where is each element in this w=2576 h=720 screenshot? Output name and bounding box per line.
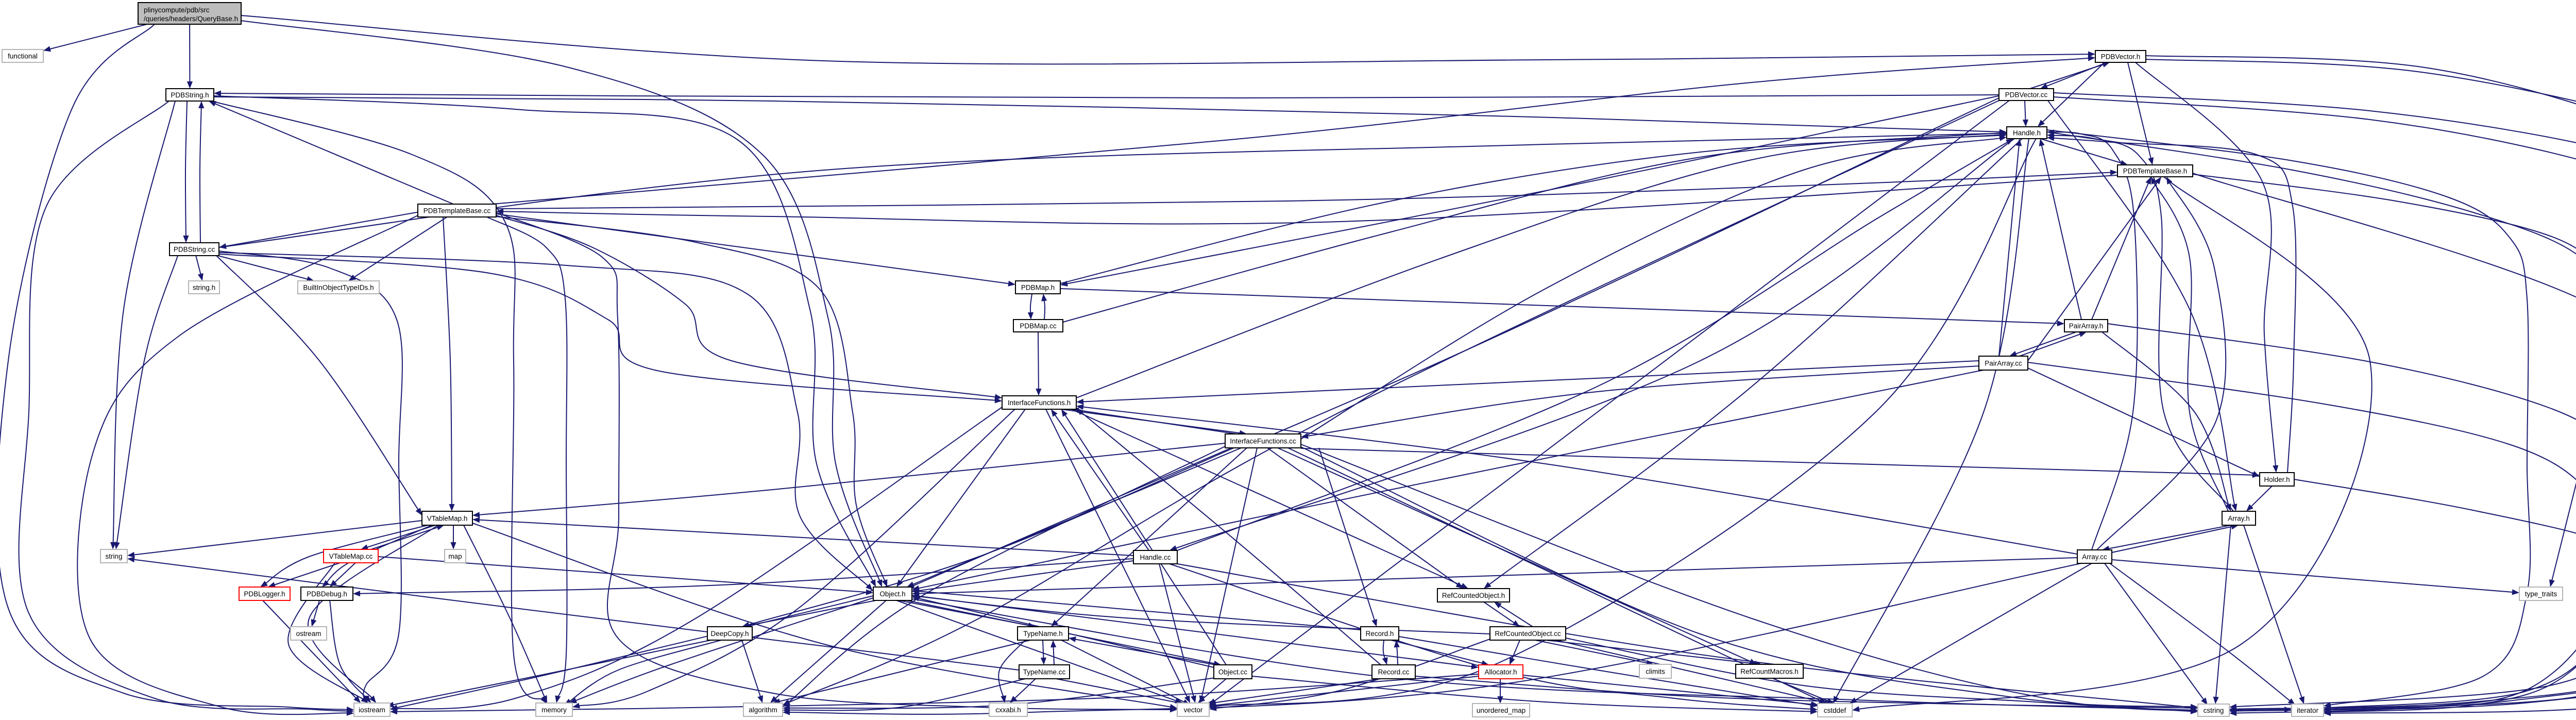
- svg-text:PairArray.h: PairArray.h: [2069, 322, 2104, 330]
- svg-text:cxxabi.h: cxxabi.h: [995, 706, 1021, 714]
- svg-text:PDBDebug.h: PDBDebug.h: [307, 590, 347, 598]
- svg-text:PDBTemplateBase.cc: PDBTemplateBase.cc: [423, 207, 491, 214]
- svg-text:PairArray.cc: PairArray.cc: [1985, 359, 2022, 367]
- svg-text:PDBLogger.h: PDBLogger.h: [244, 590, 285, 598]
- svg-text:string: string: [105, 552, 122, 560]
- svg-text:plinycompute/pdb/src: plinycompute/pdb/src: [144, 6, 210, 14]
- svg-text:cstddef: cstddef: [1824, 707, 1846, 714]
- svg-text:RefCountMacros.h: RefCountMacros.h: [1740, 667, 1799, 675]
- svg-text:iostream: iostream: [359, 706, 385, 714]
- svg-text:InterfaceFunctions.h: InterfaceFunctions.h: [1008, 399, 1071, 407]
- svg-text:map: map: [448, 552, 462, 560]
- svg-text:RefCountedObject.cc: RefCountedObject.cc: [1495, 630, 1561, 638]
- svg-text:DeepCopy.h: DeepCopy.h: [710, 630, 749, 638]
- svg-text:string.h: string.h: [193, 283, 215, 291]
- svg-text:InterfaceFunctions.cc: InterfaceFunctions.cc: [1230, 437, 1296, 445]
- svg-text:PDBMap.h: PDBMap.h: [1021, 283, 1055, 291]
- svg-text:RefCountedObject.h: RefCountedObject.h: [1442, 592, 1505, 599]
- svg-text:PDBVector.h: PDBVector.h: [2101, 53, 2141, 60]
- svg-text:Object.cc: Object.cc: [1218, 668, 1248, 676]
- svg-text:iterator: iterator: [2297, 707, 2319, 714]
- svg-text:/queries/headers/QueryBase.h: /queries/headers/QueryBase.h: [144, 15, 238, 23]
- svg-text:Handle.h: Handle.h: [2013, 129, 2041, 137]
- svg-text:Holder.h: Holder.h: [2264, 476, 2290, 483]
- svg-text:TypeName.h: TypeName.h: [1023, 630, 1063, 638]
- svg-text:PDBMap.cc: PDBMap.cc: [1020, 322, 1057, 330]
- svg-text:Array.cc: Array.cc: [2082, 553, 2107, 561]
- svg-text:BuiltInObjectTypeIDs.h: BuiltInObjectTypeIDs.h: [303, 283, 374, 291]
- svg-text:Record.h: Record.h: [1366, 630, 1394, 638]
- svg-text:PDBString.h: PDBString.h: [171, 91, 209, 99]
- svg-text:Object.h: Object.h: [879, 590, 905, 598]
- svg-text:cstring: cstring: [2204, 707, 2224, 714]
- svg-text:Array.h: Array.h: [2228, 514, 2250, 522]
- svg-text:PDBTemplateBase.h: PDBTemplateBase.h: [2123, 167, 2188, 175]
- svg-text:Handle.cc: Handle.cc: [1140, 554, 1171, 561]
- svg-text:Record.cc: Record.cc: [1378, 668, 1410, 676]
- svg-text:ostream: ostream: [296, 630, 321, 638]
- svg-text:PDBString.cc: PDBString.cc: [174, 245, 215, 253]
- svg-text:Allocator.h: Allocator.h: [1484, 668, 1517, 676]
- svg-text:climits: climits: [1646, 667, 1665, 675]
- svg-text:VTableMap.cc: VTableMap.cc: [329, 552, 373, 560]
- svg-text:unordered_map: unordered_map: [1477, 707, 1526, 714]
- svg-text:memory: memory: [541, 706, 567, 714]
- svg-text:functional: functional: [8, 52, 38, 60]
- svg-text:VTableMap.h: VTableMap.h: [427, 514, 468, 522]
- svg-text:PDBVector.cc: PDBVector.cc: [2005, 91, 2048, 98]
- svg-text:type_traits: type_traits: [2525, 590, 2557, 598]
- svg-text:algorithm: algorithm: [749, 706, 777, 714]
- svg-text:TypeName.cc: TypeName.cc: [1023, 668, 1066, 676]
- svg-text:vector: vector: [1184, 706, 1203, 714]
